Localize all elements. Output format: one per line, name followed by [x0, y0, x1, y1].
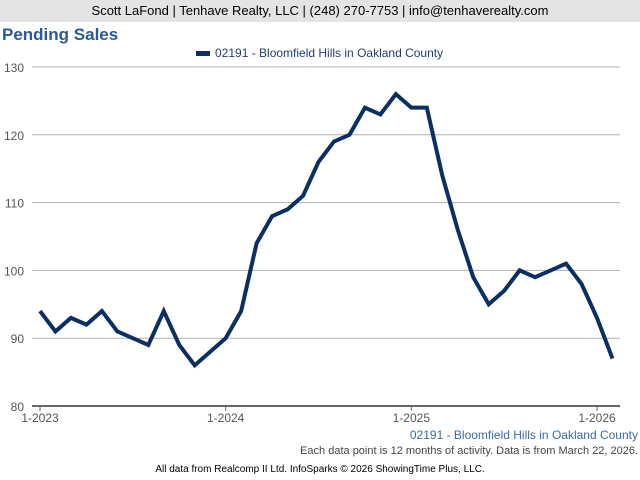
contact-header: Scott LaFond | Tenhave Realty, LLC | (24… [0, 0, 640, 22]
data-note: Each data point is 12 months of activity… [300, 445, 638, 457]
y-tick-label: 130 [4, 61, 24, 75]
x-tick-label: 1-2025 [393, 411, 431, 425]
legend-label: 02191 - Bloomfield Hills in Oakland Coun… [215, 46, 444, 60]
chart-legend: 02191 - Bloomfield Hills in Oakland Coun… [196, 46, 443, 60]
x-tick-label: 1-2026 [578, 411, 616, 425]
y-tick-label: 110 [5, 197, 24, 211]
y-tick-label: 80 [11, 400, 25, 414]
x-tick-label: 1-2023 [21, 411, 59, 425]
legend-swatch [196, 51, 210, 57]
x-tick-label: 1-2024 [207, 411, 245, 425]
series-footer-label: 02191 - Bloomfield Hills in Oakland Coun… [409, 428, 638, 442]
data-credit: All data from Realcomp II Ltd. InfoSpark… [155, 464, 485, 475]
y-tick-label: 120 [4, 129, 24, 143]
y-tick-label: 100 [4, 264, 24, 278]
chart-title: Pending Sales [2, 25, 119, 44]
series-line [38, 91, 615, 369]
y-tick-label: 90 [11, 332, 25, 346]
